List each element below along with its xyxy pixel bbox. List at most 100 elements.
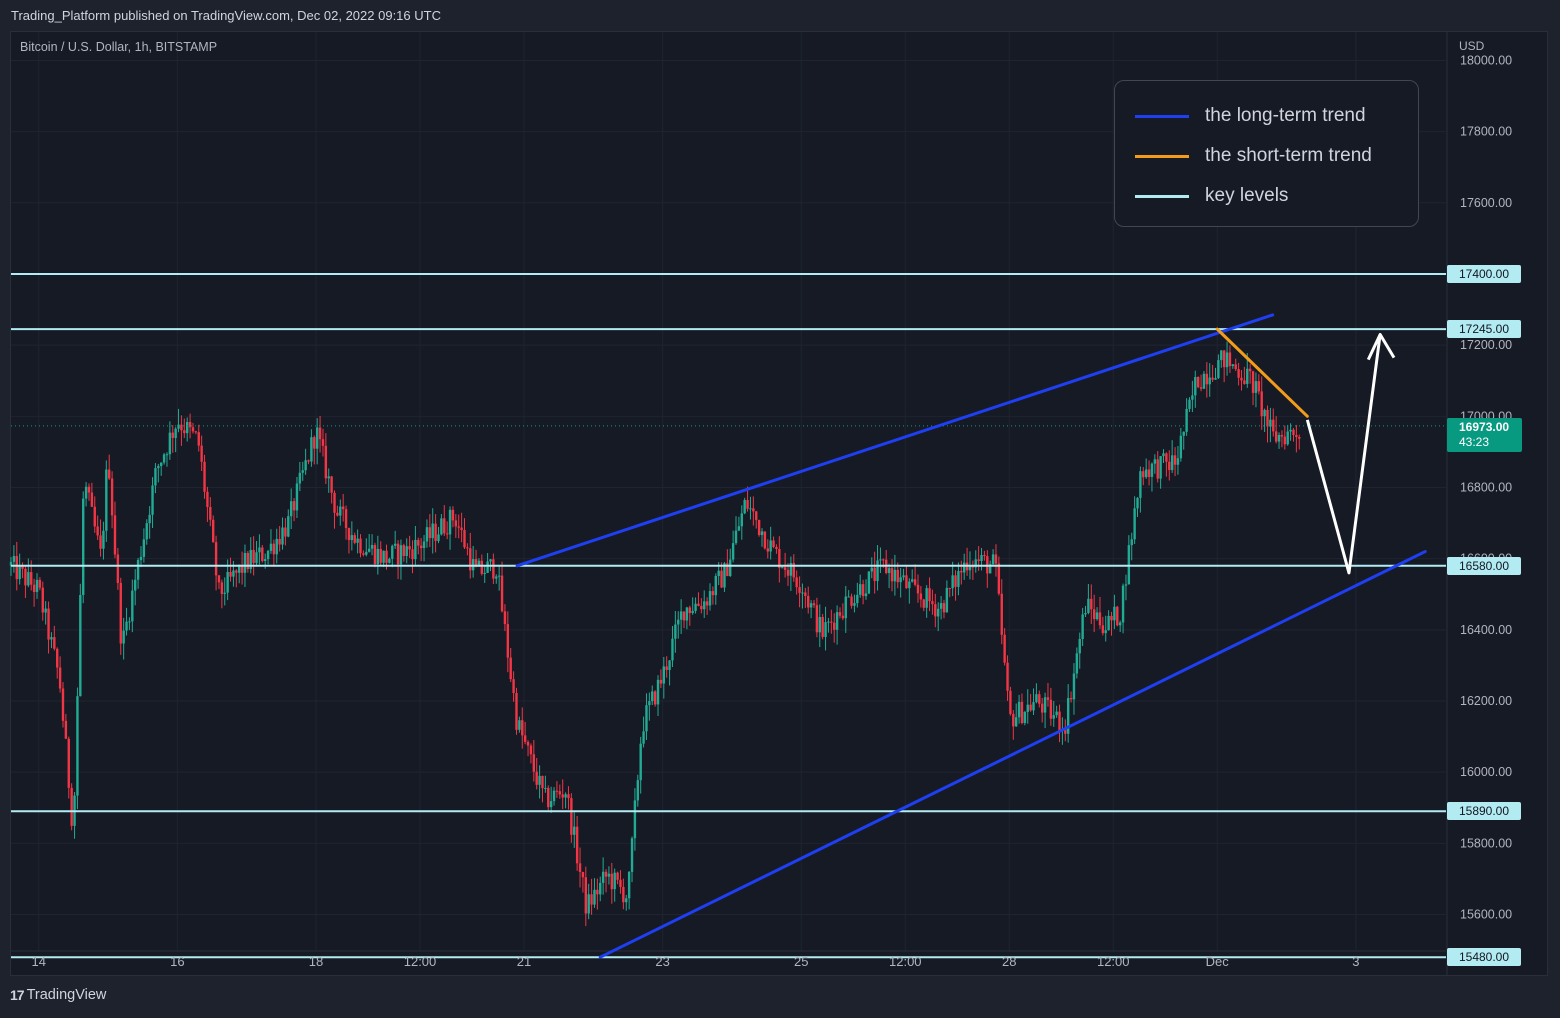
- x-tick-label: 12:00: [1097, 954, 1130, 969]
- candle-body: [882, 559, 885, 561]
- candle-body: [414, 539, 417, 560]
- candle-body: [79, 594, 82, 697]
- candle-body: [269, 543, 273, 551]
- candle-body: [815, 605, 819, 633]
- y-tick-label: 17200.00: [1460, 338, 1512, 352]
- candle-body: [12, 556, 16, 562]
- candle-body: [229, 572, 232, 577]
- candle-body: [942, 603, 946, 613]
- key-level-price-tag: 16580.00: [1447, 556, 1521, 575]
- candle-body: [399, 545, 403, 565]
- candle-body: [471, 559, 475, 571]
- candle-body: [867, 571, 871, 594]
- candle-body: [292, 501, 296, 511]
- candle-body: [974, 559, 977, 568]
- brand-name: TradingView: [26, 987, 107, 1003]
- candle-body: [64, 720, 68, 739]
- candle-body: [757, 519, 761, 536]
- candle-body: [119, 582, 122, 644]
- candle-body: [997, 563, 1001, 594]
- candle-body: [134, 579, 137, 591]
- candle-body: [1263, 409, 1266, 417]
- candle-body: [44, 608, 47, 613]
- symbol-label[interactable]: Bitcoin / U.S. Dollar, 1h, BITSTAMP: [20, 40, 218, 54]
- candle-body: [1266, 409, 1269, 427]
- candle-body: [503, 611, 507, 625]
- candle-body: [980, 555, 983, 561]
- candle-body: [157, 466, 160, 469]
- candle-body: [223, 592, 226, 594]
- candle-body: [188, 422, 192, 428]
- candle-body: [1052, 715, 1055, 719]
- candle-body: [911, 579, 914, 582]
- candle-body: [497, 575, 501, 577]
- candle-body: [977, 559, 980, 561]
- candle-body: [743, 500, 746, 514]
- candle-body: [483, 572, 486, 574]
- candle-body: [627, 871, 631, 899]
- candle-body: [896, 569, 899, 583]
- candle-body: [142, 539, 146, 557]
- candle-body: [451, 509, 455, 521]
- candle-body: [509, 657, 512, 680]
- candle-body: [674, 624, 677, 639]
- candle-body: [619, 879, 622, 888]
- x-tick-label: 12:00: [404, 954, 437, 969]
- candle-body: [873, 567, 876, 582]
- candle-body: [84, 486, 88, 499]
- candle-body: [235, 570, 238, 573]
- candle-body: [1130, 539, 1133, 546]
- candle-body: [194, 431, 198, 433]
- candle-body: [679, 611, 683, 620]
- candle-body: [662, 666, 665, 684]
- candle-body: [246, 552, 250, 570]
- candle-body: [457, 526, 460, 528]
- candle-body: [486, 561, 489, 573]
- candle-body: [209, 506, 212, 520]
- key-level-price-tag: 17245.00: [1447, 320, 1521, 339]
- candle-body: [185, 422, 189, 434]
- candle-body: [518, 720, 521, 730]
- candle-body: [1116, 606, 1119, 626]
- candle-body: [50, 637, 53, 640]
- candle-body: [714, 575, 717, 596]
- candle-body: [599, 882, 602, 895]
- candle-body: [469, 548, 472, 571]
- candle-body: [720, 570, 723, 588]
- candle-body: [431, 523, 434, 539]
- candle-body: [633, 800, 637, 839]
- candle-body: [798, 587, 801, 593]
- candle-body: [330, 476, 333, 493]
- candle-body: [113, 515, 117, 555]
- candle-body: [1176, 458, 1180, 465]
- candle-body: [284, 527, 287, 537]
- currency-label: USD: [1459, 39, 1485, 53]
- candle-body: [1153, 459, 1157, 464]
- candle-body: [1173, 455, 1177, 465]
- key-level-price-tag: 15480.00: [1447, 948, 1521, 967]
- candle-body: [27, 572, 30, 586]
- candle-body: [1101, 625, 1105, 634]
- candle-body: [1243, 380, 1246, 384]
- candle-body: [1084, 613, 1087, 615]
- candle-body: [61, 688, 65, 721]
- candle-body: [578, 863, 582, 872]
- candle-body: [168, 432, 172, 455]
- candle-body: [1003, 634, 1006, 663]
- key-level-price-tag: 17400.00: [1447, 264, 1521, 283]
- candle-body: [391, 545, 394, 559]
- candle-body: [466, 547, 469, 549]
- candle-body: [544, 787, 547, 789]
- candle-body: [682, 611, 686, 621]
- candle-body: [963, 562, 966, 573]
- candle-body: [206, 491, 209, 507]
- candle-body: [1191, 395, 1194, 400]
- candle-body: [162, 454, 166, 463]
- candle-body: [870, 567, 873, 572]
- candle-body: [789, 563, 793, 576]
- candle-body: [838, 612, 842, 616]
- candle-body: [1185, 408, 1188, 432]
- candle-body: [951, 575, 954, 589]
- footer-brand[interactable]: 17 TradingView: [10, 987, 106, 1003]
